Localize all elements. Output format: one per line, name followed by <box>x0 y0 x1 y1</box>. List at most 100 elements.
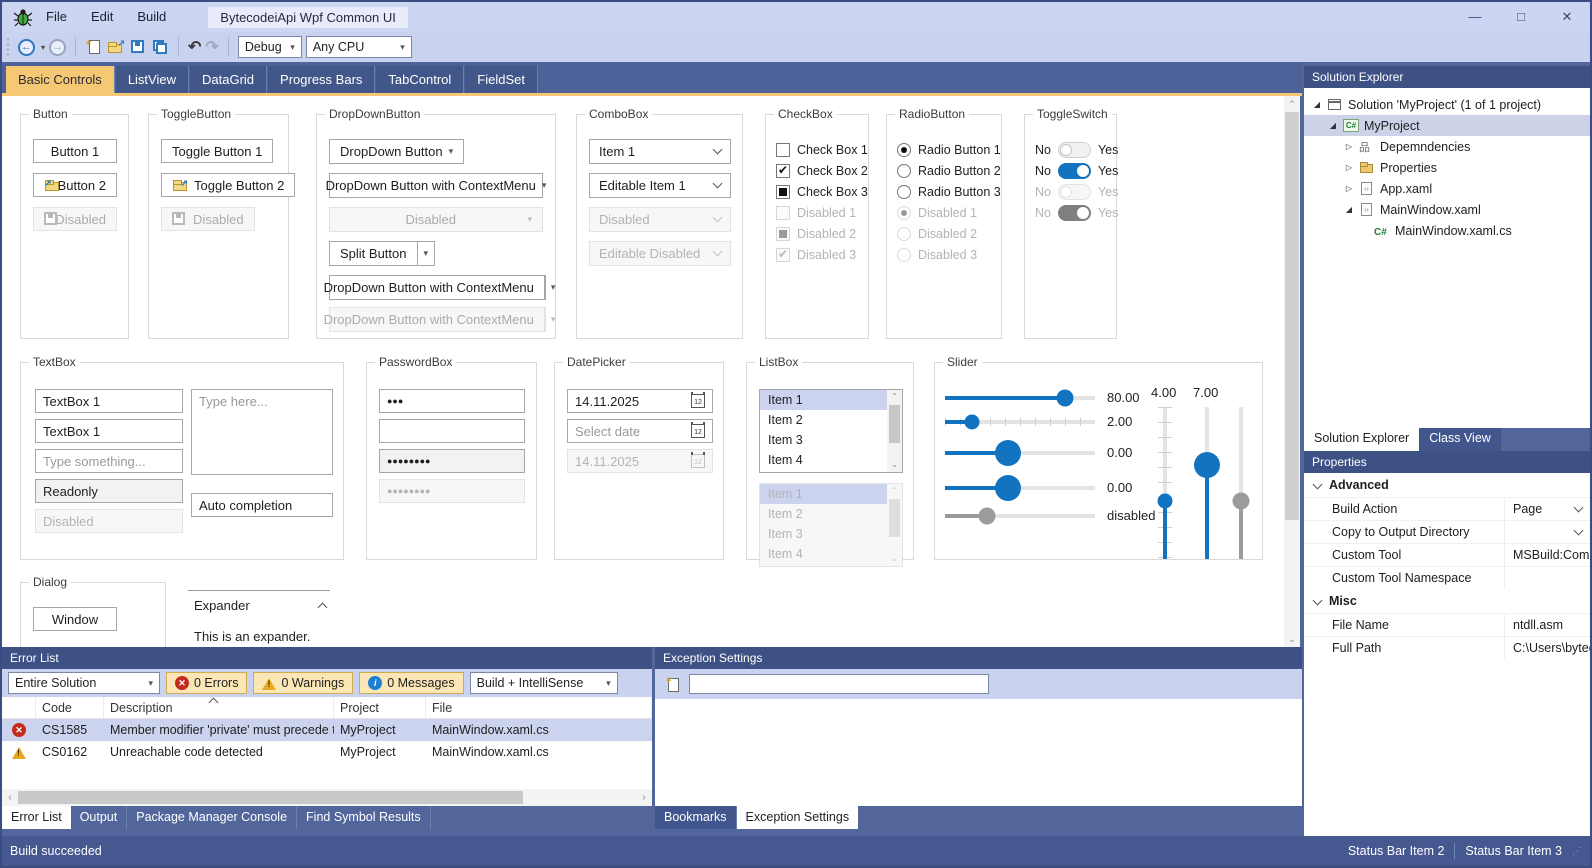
tree-expanded-icon[interactable]: ◢ <box>1313 100 1321 109</box>
new-item-icon[interactable]: ✶ <box>665 675 683 693</box>
toggle-button-2[interactable]: ↗ Toggle Button 2 <box>161 173 296 197</box>
exception-search-input[interactable] <box>689 674 989 694</box>
checkbox-item[interactable]: Check Box 2 <box>776 160 868 181</box>
open-folder-icon[interactable]: ↗ <box>107 38 125 56</box>
toggle-switch-off[interactable] <box>1057 141 1091 158</box>
scroll-thumb[interactable] <box>1285 112 1299 520</box>
toolbar-grip[interactable] <box>6 37 10 57</box>
textbox-2[interactable]: TextBox 1 <box>35 419 183 443</box>
tab-fieldset[interactable]: FieldSet <box>465 66 538 93</box>
tree-expanded-icon[interactable]: ◢ <box>1329 121 1337 130</box>
slider-h4[interactable] <box>945 475 1095 501</box>
menu-build[interactable]: Build <box>137 9 167 24</box>
scope-select[interactable]: Entire Solution ▾ <box>8 672 160 694</box>
checkbox-item[interactable]: Check Box 3 <box>776 181 868 202</box>
tab-basic-controls[interactable]: Basic Controls <box>6 66 115 93</box>
list-item[interactable]: Item 3 <box>768 433 803 447</box>
menu-file[interactable]: File <box>46 9 67 24</box>
errors-filter-button[interactable]: ✕ 0 Errors <box>166 672 248 694</box>
split-button[interactable]: Split Button ▾ <box>329 241 436 266</box>
password-1[interactable]: ●●● <box>379 389 525 413</box>
property-value[interactable]: MSBuild:Compi <box>1504 544 1590 566</box>
tree-node-mainwindow-cs[interactable]: C# MainWindow.xaml.cs <box>1304 220 1590 241</box>
button-1[interactable]: Button 1 <box>33 139 117 163</box>
error-row[interactable]: ✕ CS1585 Member modifier 'private' must … <box>2 719 652 741</box>
file-column[interactable]: File <box>426 697 652 718</box>
status-bar-item-2[interactable]: Status Bar Item 2 <box>1347 844 1445 858</box>
toggle-button-1[interactable]: Toggle Button 1 <box>161 139 274 163</box>
tab-output[interactable]: Output <box>71 806 128 829</box>
tree-node-mainwindow-xaml[interactable]: ◢ ‹› MainWindow.xaml <box>1304 199 1590 220</box>
slider-v1[interactable] <box>1152 407 1178 559</box>
split-dropdown-button[interactable]: DropDown Button with ContextMenu ▾ <box>324 275 555 300</box>
platform-select[interactable]: Any CPU ▾ <box>305 36 412 58</box>
scroll-right-icon[interactable]: › <box>642 792 646 803</box>
code-column[interactable]: Code <box>36 697 104 718</box>
error-row[interactable]: CS0162 Unreachable code detected MyProje… <box>2 741 652 763</box>
expander-header[interactable]: Expander <box>188 591 330 613</box>
project-column[interactable]: Project <box>334 697 426 718</box>
horizontal-scrollbar[interactable]: ‹ › <box>2 789 652 806</box>
status-bar-item-3[interactable]: Status Bar Item 3 <box>1465 844 1562 858</box>
navigate-back-icon[interactable]: ← <box>18 38 35 56</box>
slider-h3[interactable] <box>945 440 1095 466</box>
split-button-caret[interactable]: ▾ <box>543 276 562 299</box>
combobox-editable[interactable]: Editable Item 1 <box>589 173 731 198</box>
property-row[interactable]: File Name ntdll.asm <box>1304 613 1590 636</box>
property-row[interactable]: Custom Tool MSBuild:Compi <box>1304 543 1590 566</box>
checkbox-item[interactable]: Check Box 1 <box>776 139 868 160</box>
scroll-down-icon[interactable]: ⌄ <box>1288 634 1296 644</box>
tree-node-solution[interactable]: ◢ Solution 'MyProject' (1 of 1 project) <box>1304 94 1590 115</box>
list-item[interactable]: Item 2 <box>768 413 803 427</box>
tree-collapsed-icon[interactable]: ▷ <box>1345 142 1353 151</box>
radio-item[interactable]: Radio Button 3 <box>897 181 1001 202</box>
property-row[interactable]: Copy to Output Directory <box>1304 520 1590 543</box>
scroll-thumb[interactable] <box>889 405 900 443</box>
toggleswitch-item[interactable]: No Yes <box>1035 160 1118 181</box>
tab-find-symbol-results[interactable]: Find Symbol Results <box>297 806 431 829</box>
messages-filter-button[interactable]: i 0 Messages <box>359 672 464 694</box>
tree-node-properties[interactable]: ▷ Properties <box>1304 157 1590 178</box>
slider-v2[interactable] <box>1194 407 1220 559</box>
tab-exception-settings[interactable]: Exception Settings <box>736 806 859 829</box>
tab-progress-bars[interactable]: Progress Bars <box>268 66 376 93</box>
build-filter-select[interactable]: Build + IntelliSense ▾ <box>469 672 618 694</box>
password-2[interactable] <box>379 419 525 443</box>
navigate-back-dropdown-icon[interactable]: ▾ <box>41 42 46 52</box>
configuration-select[interactable]: Debug ▾ <box>237 36 302 58</box>
tree-collapsed-icon[interactable]: ▷ <box>1345 184 1353 193</box>
calendar-icon[interactable]: 12 <box>691 422 705 438</box>
dropdown-button-1[interactable]: DropDown Button ▾ <box>329 139 465 164</box>
property-value[interactable]: ntdll.asm <box>1504 614 1590 636</box>
property-value[interactable]: C:\Users\bytecc <box>1504 637 1590 659</box>
property-row[interactable]: Custom Tool Namespace <box>1304 566 1590 589</box>
tab-tabcontrol[interactable]: TabControl <box>376 66 465 93</box>
list-item[interactable]: Item 1 <box>760 390 902 410</box>
scroll-down-icon[interactable]: ⌄ <box>891 460 898 469</box>
tab-solution-explorer[interactable]: Solution Explorer <box>1304 428 1420 451</box>
slider-thumb[interactable] <box>995 440 1021 466</box>
tab-class-view[interactable]: Class View <box>1419 428 1501 451</box>
split-button-caret[interactable]: ▾ <box>416 242 435 265</box>
tab-listview[interactable]: ListView <box>115 66 189 93</box>
slider-h2[interactable] <box>945 409 1095 435</box>
tab-datagrid[interactable]: DataGrid <box>190 66 268 93</box>
tree-node-dependencies[interactable]: ▷ 品 Depemndencies <box>1304 136 1590 157</box>
property-row[interactable]: Full Path C:\Users\bytecc <box>1304 636 1590 659</box>
tab-bookmarks[interactable]: Bookmarks <box>655 806 737 829</box>
datepicker-1[interactable]: 14.11.2025 12 <box>567 389 713 413</box>
scroll-up-icon[interactable]: ⌃ <box>891 392 898 401</box>
tree-collapsed-icon[interactable]: ▷ <box>1345 163 1353 172</box>
maximize-button[interactable]: □ <box>1517 9 1525 24</box>
scrollbar[interactable]: ⌃ ⌄ <box>887 390 902 472</box>
slider-thumb[interactable] <box>1157 493 1173 509</box>
description-column[interactable]: Description <box>104 697 334 718</box>
redo-icon[interactable]: ↷ <box>205 39 219 56</box>
datepicker-2[interactable]: Select date 12 <box>567 419 713 443</box>
textbox-placeholder[interactable]: Type something... <box>35 449 183 473</box>
slider-thumb[interactable] <box>1194 451 1220 478</box>
textbox-1[interactable]: TextBox 1 <box>35 389 183 413</box>
list-item[interactable]: Item 4 <box>768 453 803 467</box>
menu-edit[interactable]: Edit <box>90 9 114 24</box>
property-row[interactable]: Build Action Page <box>1304 497 1590 520</box>
